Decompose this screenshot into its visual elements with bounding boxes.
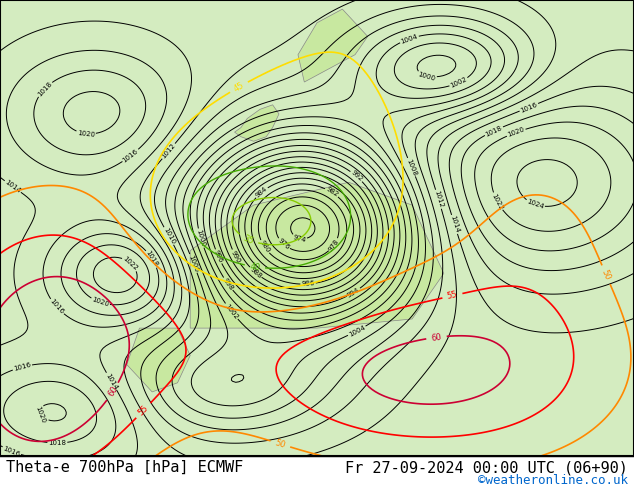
Text: 978: 978 [328,238,340,252]
Text: 994: 994 [346,287,361,298]
Text: 1018: 1018 [484,124,503,138]
Text: Fr 27-09-2024 00:00 UTC (06+90): Fr 27-09-2024 00:00 UTC (06+90) [345,460,628,475]
Text: 1012: 1012 [160,143,177,160]
Text: 1022: 1022 [491,192,504,211]
Text: 1022: 1022 [122,255,139,271]
Text: 980: 980 [258,240,271,254]
Polygon shape [190,182,444,328]
Text: 40: 40 [249,262,261,272]
Text: 45: 45 [232,80,246,94]
Polygon shape [0,0,634,456]
Text: 60: 60 [430,332,443,343]
Text: 1018: 1018 [145,249,159,268]
Text: 992: 992 [349,170,363,183]
Text: 1020: 1020 [507,126,526,138]
Text: 1014: 1014 [105,372,119,391]
Text: 1010: 1010 [162,226,176,245]
Text: 1002: 1002 [224,302,239,320]
Polygon shape [298,9,368,82]
Text: 1020: 1020 [77,129,95,138]
Text: 1018: 1018 [36,80,53,98]
Text: 984: 984 [254,186,269,199]
Text: 1012: 1012 [433,190,444,209]
Polygon shape [235,105,279,141]
Text: 60: 60 [106,385,119,398]
Text: 1008: 1008 [405,158,418,176]
Text: 1006: 1006 [188,254,200,273]
Text: 974: 974 [292,234,307,243]
Text: 976: 976 [276,238,290,251]
Text: ©weatheronline.co.uk: ©weatheronline.co.uk [477,473,628,487]
Text: 55: 55 [136,404,150,417]
Text: 50: 50 [600,268,612,281]
Text: 996: 996 [213,249,224,264]
Text: 1004: 1004 [400,33,418,45]
Text: 986: 986 [301,281,315,287]
Text: 35: 35 [242,233,256,246]
Text: Theta-e 700hPa [hPa] ECMWF: Theta-e 700hPa [hPa] ECMWF [6,460,243,475]
Text: 990: 990 [230,249,242,264]
Text: 998: 998 [221,277,235,291]
Text: 1004: 1004 [347,324,366,338]
Text: 1000: 1000 [195,229,206,247]
Text: 55: 55 [446,290,458,301]
Text: 50: 50 [274,438,287,450]
Text: 1016: 1016 [2,445,21,457]
Text: 1016: 1016 [519,101,538,114]
Text: 1024: 1024 [526,198,545,210]
Text: 1016: 1016 [13,362,32,372]
Text: 1002: 1002 [450,76,468,89]
Text: 1018: 1018 [48,440,67,446]
Text: 1020: 1020 [35,405,46,424]
Polygon shape [127,328,190,392]
Text: 1014: 1014 [449,215,460,234]
Text: 1016: 1016 [48,298,65,316]
Text: 982: 982 [325,186,339,198]
Text: 1016: 1016 [122,148,139,164]
Text: 1014: 1014 [4,179,22,194]
Text: 1020: 1020 [91,296,110,308]
Text: 988: 988 [249,266,262,279]
Text: 1000: 1000 [417,71,436,81]
